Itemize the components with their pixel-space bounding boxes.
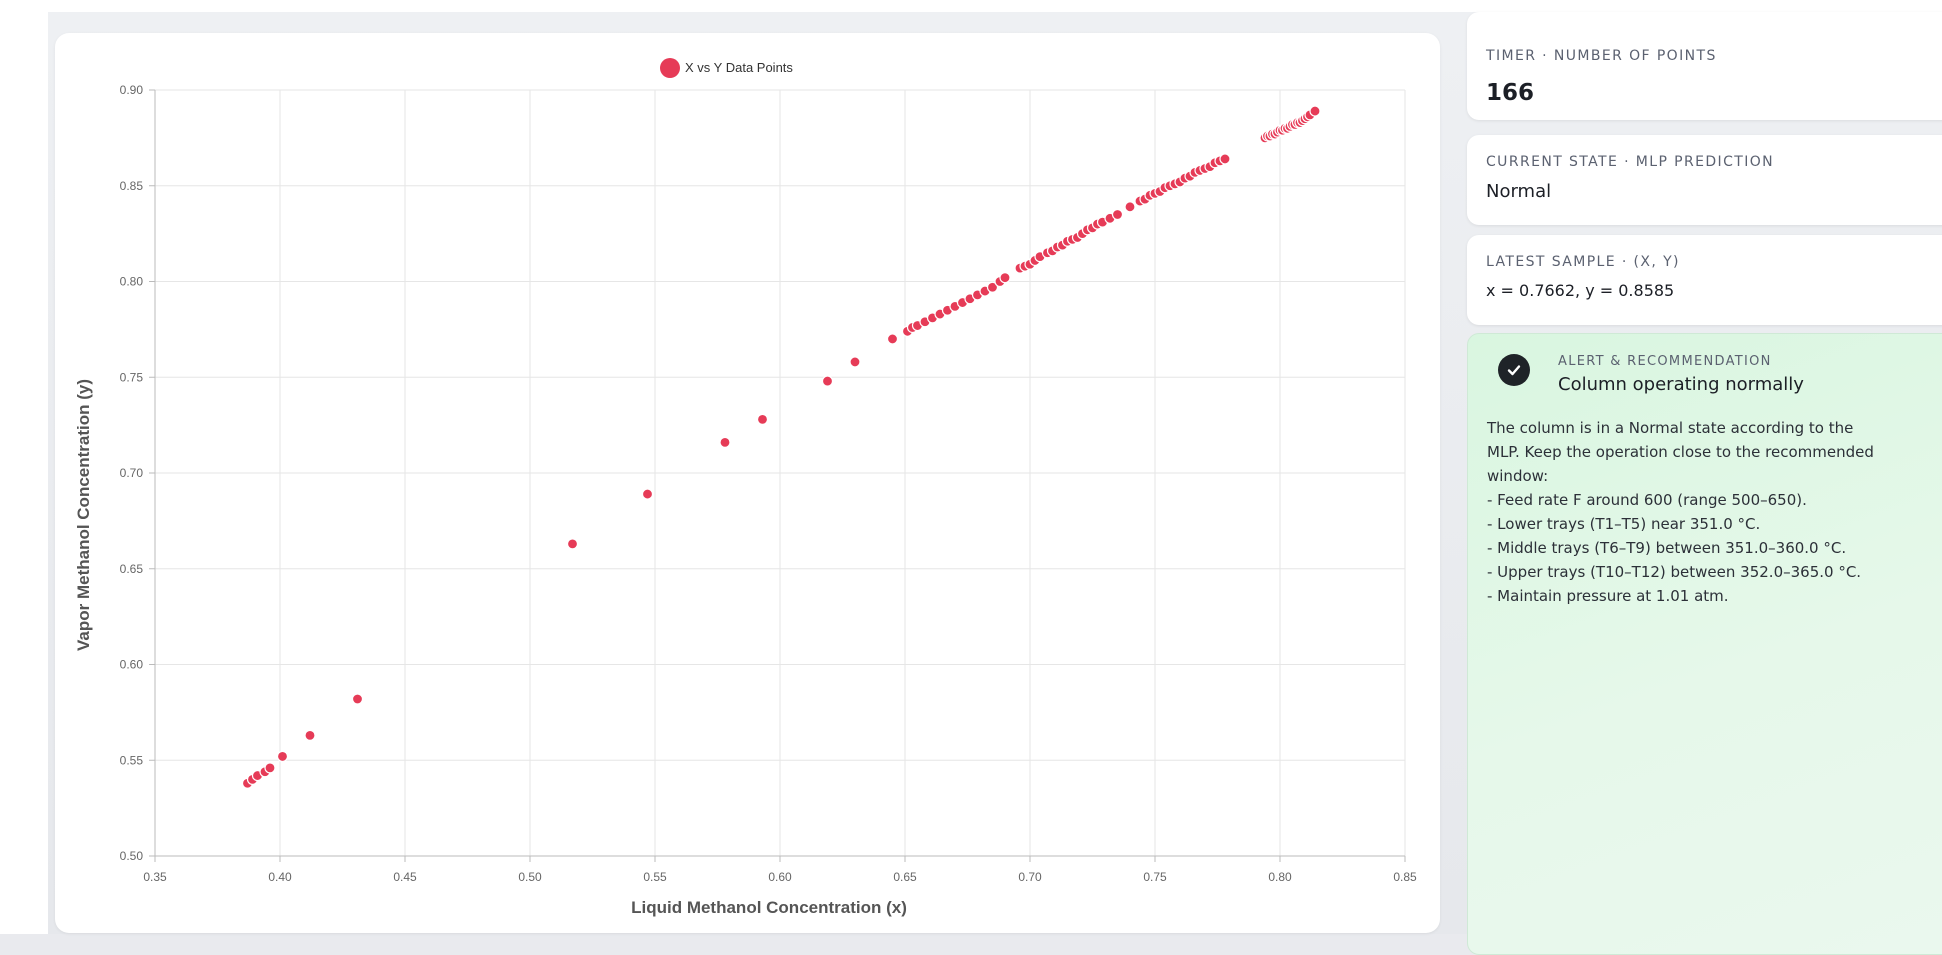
y-axis-label: Vapor Methanol Concentration (y) bbox=[74, 379, 93, 651]
data-point bbox=[999, 272, 1011, 284]
data-point bbox=[849, 356, 861, 368]
x-tick-label: 0.75 bbox=[1143, 870, 1167, 884]
alert-line: - Upper trays (T10–T12) between 352.0–36… bbox=[1487, 563, 1862, 581]
data-point bbox=[566, 538, 579, 550]
x-tick-label: 0.40 bbox=[268, 870, 292, 884]
data-point bbox=[264, 762, 276, 774]
x-tick-label: 0.60 bbox=[768, 870, 792, 884]
y-tick-label: 0.70 bbox=[120, 466, 144, 480]
x-axis-label: Liquid Methanol Concentration (x) bbox=[631, 898, 907, 917]
check-circle-icon bbox=[1498, 354, 1530, 386]
window-left-strip bbox=[0, 0, 48, 934]
legend: X vs Y Data Points bbox=[660, 58, 793, 78]
alert-line: MLP. Keep the operation close to the rec… bbox=[1487, 443, 1874, 461]
data-point bbox=[304, 729, 316, 741]
scatter-chart: 0.35 0.40 0.45 0.50 0.55 0.60 0.65 0.70 0.75 0.80… bbox=[74, 58, 1417, 917]
x-tick-label: 0.45 bbox=[393, 870, 417, 884]
data-point bbox=[276, 750, 289, 763]
data-point bbox=[756, 413, 769, 425]
alert-line: - Feed rate F around 600 (range 500–650)… bbox=[1487, 491, 1807, 509]
state-label: CURRENT STATE · MLP PREDICTION bbox=[1486, 154, 1775, 170]
data-points bbox=[241, 105, 1321, 789]
window-top-strip bbox=[0, 0, 1942, 12]
data-point bbox=[886, 333, 899, 345]
state-value: Normal bbox=[1486, 181, 1552, 202]
y-tick-label: 0.50 bbox=[120, 849, 144, 863]
legend-label[interactable]: X vs Y Data Points bbox=[685, 60, 793, 75]
axes bbox=[149, 89, 1406, 862]
sample-value: x = 0.7662, y = 0.8585 bbox=[1486, 281, 1675, 300]
y-tick-label: 0.90 bbox=[120, 83, 144, 97]
x-tick-label: 0.85 bbox=[1393, 870, 1417, 884]
y-tick-label: 0.75 bbox=[120, 370, 144, 384]
grid-lines bbox=[154, 89, 1406, 857]
tick-labels: 0.35 0.40 0.45 0.50 0.55 0.60 0.65 0.70 0.75 0.80… bbox=[120, 83, 1417, 884]
data-point bbox=[986, 281, 999, 293]
data-point bbox=[1124, 201, 1136, 213]
data-point bbox=[1219, 153, 1231, 165]
y-tick-label: 0.55 bbox=[120, 753, 144, 767]
state-card: CURRENT STATE · MLP PREDICTION Normal bbox=[1467, 135, 1942, 225]
x-tick-label: 0.50 bbox=[518, 870, 542, 884]
x-tick-label: 0.80 bbox=[1268, 870, 1292, 884]
timer-label: TIMER · NUMBER OF POINTS bbox=[1486, 48, 1717, 64]
data-point bbox=[719, 436, 731, 448]
data-point bbox=[821, 375, 834, 387]
x-tick-label: 0.55 bbox=[643, 870, 667, 884]
y-tick-label: 0.85 bbox=[120, 179, 144, 193]
timer-value: 166 bbox=[1486, 80, 1535, 106]
timer-card: TIMER · NUMBER OF POINTS 166 bbox=[1467, 12, 1942, 120]
sample-card: LATEST SAMPLE · (X, Y) x = 0.7662, y = 0… bbox=[1467, 235, 1942, 325]
data-point bbox=[351, 693, 364, 705]
data-point bbox=[641, 488, 654, 500]
y-tick-label: 0.60 bbox=[120, 658, 144, 672]
alert-line: The column is in a Normal state accordin… bbox=[1487, 419, 1854, 437]
chart-card: 0.35 0.40 0.45 0.50 0.55 0.60 0.65 0.70 0.75 0.80… bbox=[55, 33, 1440, 933]
alert-line: window: bbox=[1487, 467, 1549, 485]
x-tick-label: 0.65 bbox=[893, 870, 917, 884]
alert-line: - Lower trays (T1–T5) near 351.0 °C. bbox=[1487, 515, 1761, 533]
legend-marker[interactable] bbox=[660, 58, 680, 78]
x-tick-label: 0.35 bbox=[143, 870, 167, 884]
y-tick-label: 0.65 bbox=[120, 562, 144, 576]
alert-line: - Middle trays (T6–T9) between 351.0–360… bbox=[1487, 539, 1847, 557]
alert-line: - Maintain pressure at 1.01 atm. bbox=[1487, 587, 1729, 605]
data-point bbox=[1111, 208, 1124, 221]
alert-body: The column is in a Normal state accordin… bbox=[1487, 416, 1942, 608]
y-tick-label: 0.80 bbox=[120, 275, 144, 289]
alert-card: ALERT & RECOMMENDATION Column operating … bbox=[1467, 333, 1942, 955]
alert-kicker: ALERT & RECOMMENDATION bbox=[1558, 354, 1772, 369]
sample-label: LATEST SAMPLE · (X, Y) bbox=[1486, 254, 1680, 270]
alert-title: Column operating normally bbox=[1558, 374, 1804, 395]
data-point bbox=[1309, 105, 1321, 117]
x-tick-label: 0.70 bbox=[1018, 870, 1042, 884]
